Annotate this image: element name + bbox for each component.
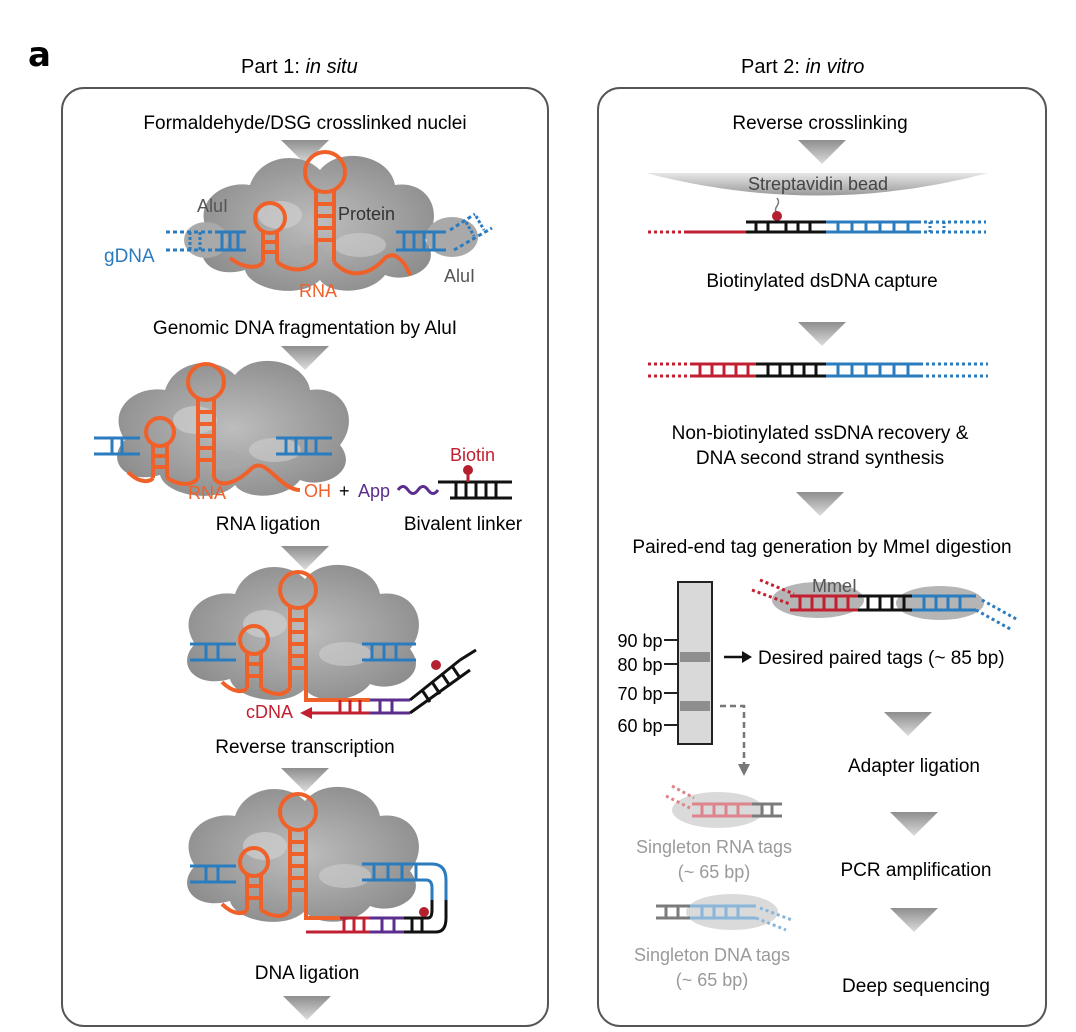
gel-ladder: 90 bp 80 bp 70 bp 60 bp xyxy=(617,631,678,736)
step-pet-generation: Paired-end tag generation by MmeI digest… xyxy=(632,537,1011,558)
plus-label: + xyxy=(339,481,350,501)
arrow-down-icon xyxy=(796,492,844,516)
part2-panel xyxy=(597,87,1047,1027)
protein-blob xyxy=(202,155,434,291)
biotin-label: Biotin xyxy=(450,445,495,465)
streptavidin-label: Streptavidin bead xyxy=(748,174,888,194)
arrow-down-icon xyxy=(890,908,938,932)
gdna-fragment-left xyxy=(94,436,140,456)
arrow-down-icon xyxy=(798,140,846,164)
biotin-icon xyxy=(772,211,782,221)
part1-panel xyxy=(61,87,549,1027)
step-pcr: PCR amplification xyxy=(841,860,992,881)
captured-dsdna xyxy=(648,220,986,234)
bivalent-linker xyxy=(409,648,477,715)
singleton-dna-label-line1: Singleton DNA tags xyxy=(634,945,790,965)
part2-heading-italic: in vitro xyxy=(805,56,864,78)
gdna-fragment-right xyxy=(276,436,332,456)
arrow-down-icon xyxy=(281,546,329,570)
rna-strand xyxy=(228,150,412,276)
gdna-left xyxy=(166,230,246,252)
app-linker-wave xyxy=(396,485,440,495)
gel-image xyxy=(677,581,713,745)
panel-letter: a xyxy=(28,35,51,75)
gel-band-65bp xyxy=(680,701,710,711)
ladder-mark: 90 bp xyxy=(617,631,662,651)
rna-strand xyxy=(220,792,340,920)
alui-label-left: AluI xyxy=(197,196,228,216)
arrow-down-icon xyxy=(798,322,846,346)
oh-label: OH xyxy=(304,481,331,501)
arrow-right-icon-head xyxy=(742,651,752,663)
dashed-arrow-head xyxy=(738,764,750,776)
part2-heading: Part 2: in vitro xyxy=(741,56,864,78)
singleton-rna-tag xyxy=(665,784,782,828)
arrow-down-icon xyxy=(283,996,331,1020)
cdna-linker-ligated xyxy=(306,900,448,934)
gdna-label: gDNA xyxy=(104,246,155,267)
biotin-icon xyxy=(463,465,473,475)
part1-heading: Part 1: in situ xyxy=(241,56,358,78)
arrow-down-icon xyxy=(890,812,938,836)
bivalent-linker xyxy=(438,472,512,500)
part1-heading-prefix: Part 1: xyxy=(241,56,305,78)
protein-label: Protein xyxy=(338,204,395,224)
protein-rna-complex-1: RNA AluI AluI Protein gDNA xyxy=(104,150,493,301)
gel-band-85bp xyxy=(680,652,710,662)
part2-heading-prefix: Part 2: xyxy=(741,56,805,78)
rna-label-1: RNA xyxy=(299,281,337,301)
step-recovery-line2: DNA second strand synthesis xyxy=(696,448,944,469)
rna-strand xyxy=(126,362,301,492)
dashed-arrow-icon xyxy=(720,704,746,766)
rna-label-2: RNA xyxy=(188,483,226,503)
gdna-fragment-left xyxy=(190,864,236,884)
rna-strand xyxy=(220,570,370,702)
step-recovery-line1: Non-biotinylated ssDNA recovery & xyxy=(672,423,969,444)
ladder-mark: 80 bp xyxy=(617,655,662,675)
singleton-rna-label-line2: (~ 65 bp) xyxy=(678,862,751,882)
streptavidin-bead xyxy=(646,173,988,196)
cdna-strand xyxy=(300,698,410,719)
alui-blob-right xyxy=(426,217,478,257)
mmei-digestion-complex: MmeI xyxy=(751,576,1019,632)
gdna-right xyxy=(396,212,493,252)
biotin-icon xyxy=(419,907,429,917)
step-reverse-transcription: Reverse transcription xyxy=(215,737,395,758)
gdna-fragment-right xyxy=(362,642,416,662)
mmei-label: MmeI xyxy=(812,576,857,596)
step-crosslinked-nuclei: Formaldehyde/DSG crosslinked nuclei xyxy=(143,113,466,134)
biotin-icon xyxy=(431,660,441,670)
step-capture: Biotinylated dsDNA capture xyxy=(706,271,937,292)
recovered-dsdna xyxy=(648,362,988,378)
arrow-down-icon xyxy=(281,768,329,792)
protein-rna-complex-4 xyxy=(187,786,448,934)
protein-rna-complex-3: cDNA xyxy=(187,564,477,722)
singleton-rna-label-line1: Singleton RNA tags xyxy=(636,837,792,857)
desired-tags-label: Desired paired tags (~ 85 bp) xyxy=(758,648,1005,669)
protein-rna-complex-2: OH + App Biotin RNA xyxy=(94,360,512,503)
ladder-mark: 60 bp xyxy=(617,716,662,736)
step-fragmentation: Genomic DNA fragmentation by AluI xyxy=(153,318,457,339)
singleton-dna-tag xyxy=(656,894,793,932)
singleton-dna-label-line2: (~ 65 bp) xyxy=(676,970,749,990)
gdna-ligated xyxy=(362,862,448,900)
step-rna-ligation: RNA ligation xyxy=(216,514,321,535)
arrow-down-icon xyxy=(884,712,932,736)
alui-label-right: AluI xyxy=(444,266,475,286)
part1-heading-italic: in situ xyxy=(305,56,357,78)
cdna-label: cDNA xyxy=(246,702,293,722)
step-deep-seq: Deep sequencing xyxy=(842,976,990,997)
ladder-mark: 70 bp xyxy=(617,684,662,704)
step-adapter-ligation: Adapter ligation xyxy=(848,756,980,777)
step-bivalent-linker: Bivalent linker xyxy=(404,514,523,535)
gdna-fragment-left xyxy=(190,642,236,662)
step-dna-ligation: DNA ligation xyxy=(255,963,360,984)
app-label: App xyxy=(358,481,390,501)
step-reverse-crosslinking: Reverse crosslinking xyxy=(732,113,907,134)
